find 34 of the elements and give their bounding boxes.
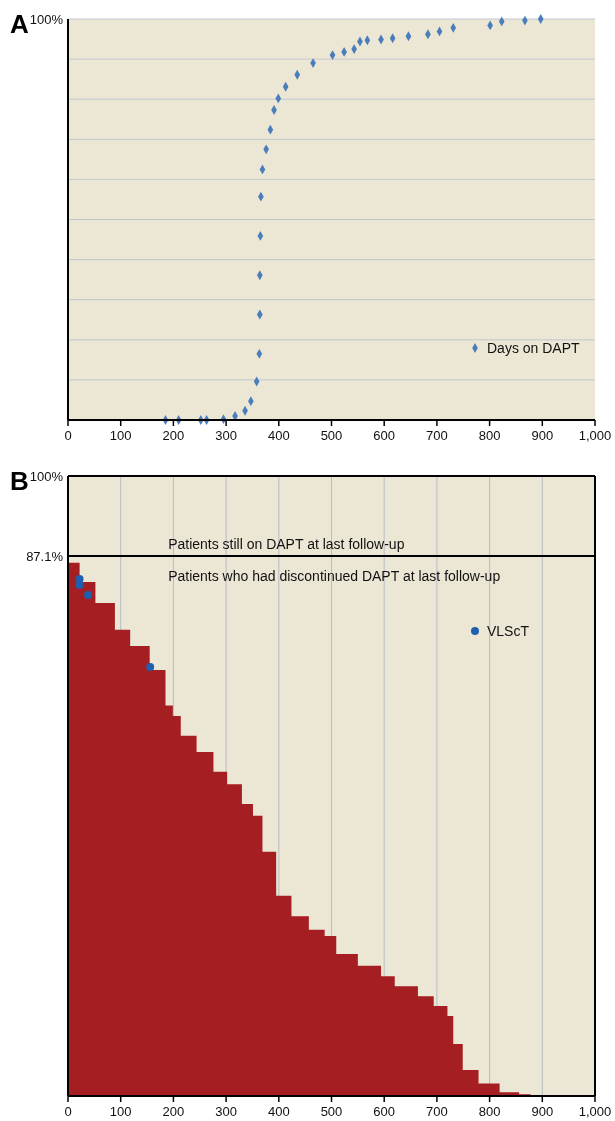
x-tick-label: 600 <box>373 1104 396 1119</box>
x-tick-label: 800 <box>478 1104 501 1119</box>
x-tick-label: 100 <box>109 428 132 443</box>
legend-label: VLScT <box>487 622 530 639</box>
x-tick-label: 0 <box>64 428 72 443</box>
x-tick-label: 900 <box>531 428 554 443</box>
point <box>84 591 93 600</box>
x-tick-label: 200 <box>162 1104 185 1119</box>
x-tick-label: 600 <box>373 428 396 443</box>
x-tick-label: 900 <box>531 1104 554 1119</box>
annotation: Patients still on DAPT at last follow-up <box>168 535 405 552</box>
legend-label: Days on DAPT <box>487 339 581 356</box>
x-tick-label: 400 <box>267 428 290 443</box>
chart-title: B <box>10 466 29 496</box>
x-tick-label: 1,000 <box>578 428 612 443</box>
x-tick-label: 200 <box>162 428 185 443</box>
point <box>146 662 155 671</box>
x-tick-label: 500 <box>320 428 343 443</box>
x-tick-label: 1,000 <box>578 1104 612 1119</box>
x-tick-label: 500 <box>320 1104 343 1119</box>
chart-title: A <box>10 9 29 39</box>
x-tick-label: 300 <box>215 1104 237 1119</box>
annotation: Patients who had discontinued DAPT at last follow-up <box>168 567 501 584</box>
x-tick-label: 100 <box>109 1104 132 1119</box>
point <box>257 231 264 241</box>
y-tick-label: 87.1% <box>26 548 64 564</box>
point <box>75 581 84 590</box>
x-tick-label: 800 <box>478 428 501 443</box>
x-tick-label: 400 <box>267 1104 290 1119</box>
x-tick-label: 700 <box>426 1104 448 1119</box>
x-tick-label: 0 <box>64 1104 72 1119</box>
point <box>537 14 544 24</box>
x-tick-label: 700 <box>426 428 448 443</box>
x-tick-label: 300 <box>215 428 237 443</box>
